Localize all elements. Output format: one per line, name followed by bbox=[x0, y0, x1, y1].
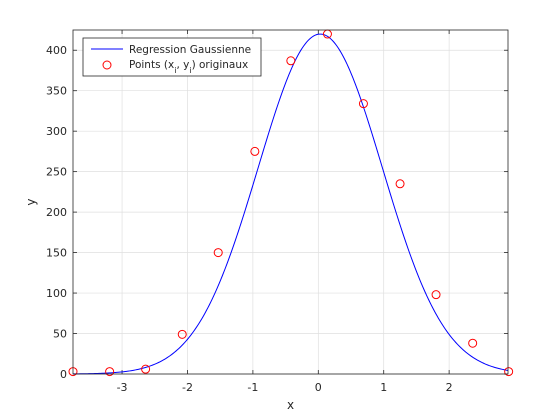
legend-marker-sample bbox=[102, 60, 112, 70]
legend-points-part2: , y bbox=[176, 59, 189, 71]
y-tick-label: 150 bbox=[46, 247, 67, 260]
y-tick-label: 350 bbox=[46, 85, 67, 98]
grid bbox=[73, 30, 508, 375]
series-line-regression bbox=[72, 33, 509, 375]
legend-points-part3: ) originaux bbox=[192, 59, 249, 71]
series-layer bbox=[68, 29, 514, 377]
legend-entry-regression: Regression Gaussienne bbox=[129, 44, 251, 56]
legend-box bbox=[82, 37, 262, 77]
data-point bbox=[286, 56, 296, 66]
y-tick-label: 200 bbox=[46, 206, 67, 219]
legend-points-sub2: i bbox=[189, 66, 191, 75]
data-point bbox=[504, 367, 514, 377]
y-tick-label: 250 bbox=[46, 166, 67, 179]
x-axis-label: x bbox=[287, 398, 294, 412]
data-point bbox=[213, 248, 223, 258]
x-tick-label: 2 bbox=[446, 381, 453, 394]
y-axis-ticks: 0 50 100 150 200 250 300 350 400 bbox=[46, 44, 508, 381]
y-tick-label: 100 bbox=[46, 287, 67, 300]
legend-points-part1: Points (x bbox=[129, 59, 174, 71]
y-tick-label: 0 bbox=[60, 368, 67, 381]
y-axis-label: y bbox=[24, 198, 38, 205]
data-point bbox=[105, 367, 115, 377]
legend-entry-points: Points (xi, yi) originaux bbox=[129, 59, 248, 75]
plot-frame bbox=[72, 29, 509, 375]
y-tick-label: 400 bbox=[46, 44, 67, 57]
data-point bbox=[177, 329, 187, 339]
data-point bbox=[141, 364, 151, 374]
x-tick-label: -1 bbox=[247, 381, 258, 394]
x-tick-label: -3 bbox=[117, 381, 128, 394]
x-tick-label: 0 bbox=[315, 381, 322, 394]
x-tick-label: -2 bbox=[182, 381, 193, 394]
plot-area bbox=[73, 30, 508, 374]
x-axis-ticks: -3 -2 -1 0 1 2 bbox=[117, 30, 453, 394]
data-point bbox=[358, 99, 368, 109]
legend: Regression Gaussienne Points (xi, yi) or… bbox=[82, 37, 262, 77]
data-point bbox=[468, 338, 478, 348]
data-point bbox=[395, 179, 405, 189]
legend-points-sub1: i bbox=[174, 66, 176, 75]
y-tick-label: 50 bbox=[53, 328, 67, 341]
x-tick-label: 1 bbox=[380, 381, 387, 394]
data-point bbox=[250, 146, 260, 156]
y-tick-label: 300 bbox=[46, 125, 67, 138]
data-point bbox=[431, 290, 441, 300]
